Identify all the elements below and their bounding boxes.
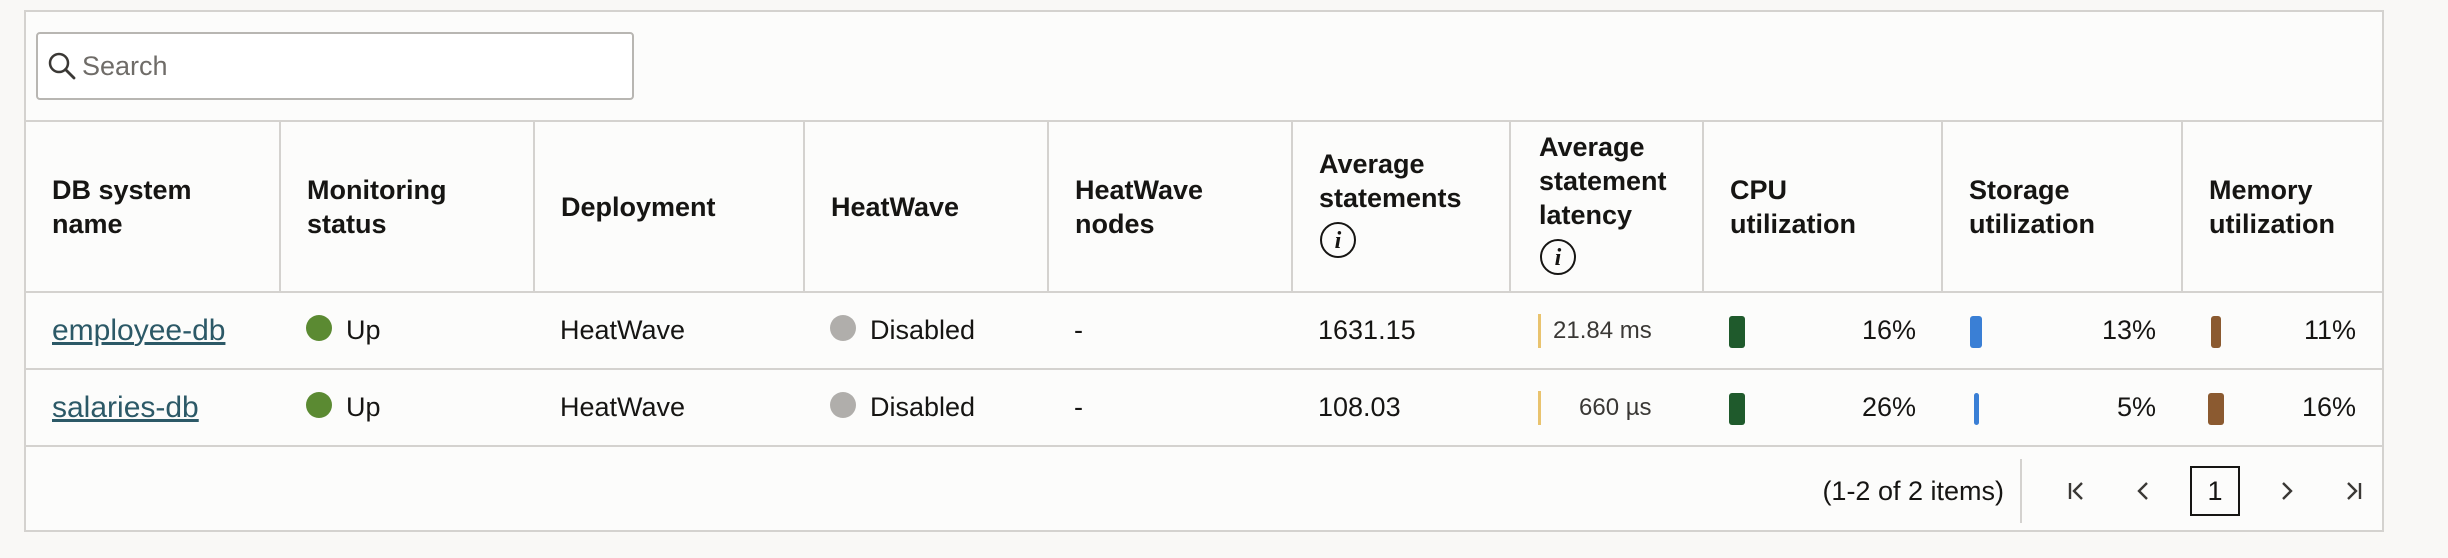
db-system-link[interactable]: employee-db [52,313,226,347]
svg-text:i: i [1335,228,1342,254]
status-up-icon [306,314,332,341]
memory-utilization-value: 11% [2303,315,2356,345]
search-icon [46,49,80,83]
heatwave-text: Disabled [870,315,976,345]
status-up-icon [306,391,332,418]
avg-statements-value: 108.03 [1318,392,1401,422]
avg-statements-value: 1631.15 [1318,315,1416,345]
search-toolbar [26,12,2382,122]
previous-page-icon[interactable] [2120,468,2166,514]
db-system-link[interactable]: salaries-db [52,390,199,424]
nodes-text: - [1074,392,1083,422]
column-header-monitoring-status[interactable]: Monitoring status [280,122,535,293]
column-header-storage-utilization[interactable]: Storage utilization [1942,122,2183,293]
column-label: HeatWave nodes [1075,174,1204,239]
deployment-text: HeatWave [560,315,686,345]
column-header-average-statements[interactable]: Average statements i [1292,122,1511,293]
memory-utilization-bar [2208,392,2224,425]
status-text: Up [346,315,381,345]
info-icon[interactable]: i [1539,238,1577,284]
heatwave-disabled-icon [830,314,856,341]
cpu-utilization-value: 16% [1861,315,1916,345]
cpu-utilization-value: 26% [1861,392,1916,422]
svg-text:i: i [1555,245,1562,271]
pagination-divider [2020,459,2022,523]
heatwave-disabled-icon [830,391,856,418]
storage-utilization-value: 5% [2116,392,2156,422]
search-input[interactable] [80,50,602,82]
info-icon[interactable]: i [1319,221,1357,267]
column-label: DB system name [52,174,192,239]
column-label: Memory utilization [2209,174,2335,239]
table-row: salaries-db Up HeatWave Disabled - 108.0… [26,369,2382,447]
nodes-text: - [1074,315,1083,345]
db-systems-table: DB system name Monitoring status Deploym… [26,122,2382,447]
current-page-number[interactable]: 1 [2190,466,2240,516]
latency-value: 660 µs [1579,393,1652,421]
column-header-memory-utilization[interactable]: Memory utilization [2182,122,2382,293]
column-label: Deployment [561,191,716,222]
table-header-row: DB system name Monitoring status Deploym… [26,122,2382,293]
column-header-heatwave-nodes[interactable]: HeatWave nodes [1048,122,1293,293]
items-count-text: (1-2 of 2 items) [1822,475,2004,506]
column-header-deployment[interactable]: Deployment [534,122,805,293]
search-box[interactable] [36,32,634,100]
storage-utilization-bar [1970,315,1982,348]
deployment-text: HeatWave [560,392,686,422]
memory-utilization-value: 16% [2301,392,2356,422]
column-label: HeatWave [831,191,960,222]
first-page-icon[interactable] [2054,468,2100,514]
column-label: Average statements [1319,148,1462,213]
latency-value: 21.84 ms [1553,316,1652,344]
pagination-bar: (1-2 of 2 items) 1 [26,447,2382,535]
cpu-utilization-bar [1729,392,1745,425]
latency-bar [1538,390,1541,425]
heatwave-text: Disabled [870,392,976,422]
last-page-icon[interactable] [2330,468,2376,514]
column-header-db-system-name[interactable]: DB system name [26,122,281,293]
column-label: Storage utilization [1969,174,2095,239]
column-header-heatwave[interactable]: HeatWave [804,122,1049,293]
column-label: CPU utilization [1730,174,1856,239]
db-systems-panel: DB system name Monitoring status Deploym… [24,10,2384,532]
cpu-utilization-bar [1729,315,1745,348]
memory-utilization-bar [2211,315,2221,348]
storage-utilization-bar [1973,392,1979,425]
latency-bar [1538,313,1541,348]
column-label: Average statement latency [1539,131,1667,230]
next-page-icon[interactable] [2264,468,2310,514]
table-row: employee-db Up HeatWave Disabled - 1631.… [26,292,2382,370]
column-header-average-statement-latency[interactable]: Average statement latency i [1510,122,1704,293]
column-header-cpu-utilization[interactable]: CPU utilization [1703,122,1943,293]
storage-utilization-value: 13% [2101,315,2156,345]
status-text: Up [346,392,381,422]
column-label: Monitoring status [307,174,447,239]
